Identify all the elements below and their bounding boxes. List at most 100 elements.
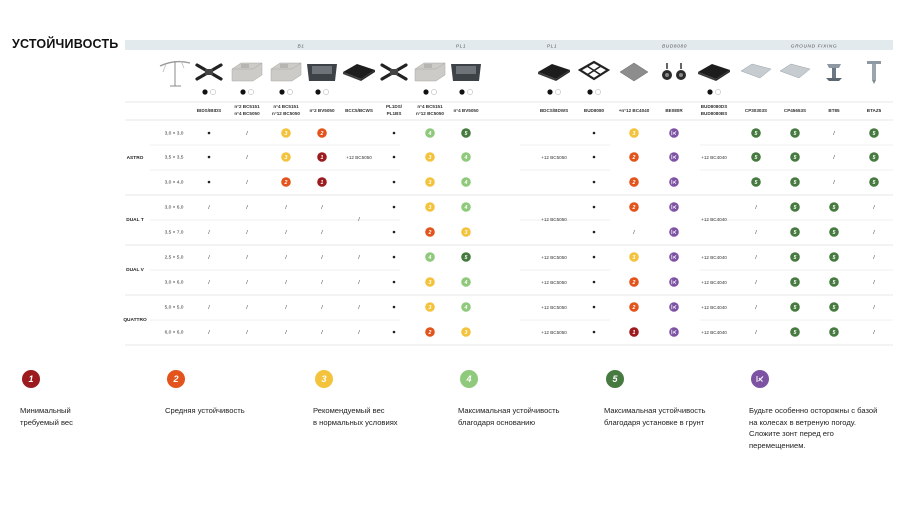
color-swatch-light[interactable] xyxy=(467,89,473,95)
legend-line: перемещением. xyxy=(749,440,806,450)
color-swatch-light[interactable] xyxy=(431,89,437,95)
not-available-mark: / xyxy=(285,255,287,261)
rating-number: 2 xyxy=(428,330,432,336)
row-size: 5,0 × 5,0 xyxy=(165,305,184,311)
legend-line: Средняя устойчивость xyxy=(165,406,245,415)
wheels-warning-badge xyxy=(669,202,679,212)
rating-number: 4 xyxy=(428,255,432,261)
wheels-warning-badge xyxy=(669,327,679,337)
column-header: BTAZ5 xyxy=(867,108,882,113)
included-dot xyxy=(207,131,211,135)
wheels-warning-badge xyxy=(669,302,679,312)
not-available-mark: / xyxy=(246,330,248,336)
legend-line: требуемый вес xyxy=(20,417,73,427)
rating-icon-3: 3 xyxy=(315,370,333,388)
group-label: GROUND FIXING xyxy=(791,44,837,50)
rating-number: 3 xyxy=(465,230,468,236)
not-available-mark: / xyxy=(321,255,323,261)
color-swatch-light[interactable] xyxy=(287,89,293,95)
color-swatch-light[interactable] xyxy=(210,89,216,95)
legend-line: Рекомендуемый вес xyxy=(313,406,385,415)
not-available-mark: / xyxy=(873,205,875,211)
not-available-mark: / xyxy=(285,230,287,236)
rating-badge-1: 1 xyxy=(317,152,327,162)
rating-badge-4: 4 xyxy=(461,277,471,287)
column-header: BCC5/BCWS xyxy=(345,108,373,113)
rating-badge-5: 5 xyxy=(790,227,800,237)
color-swatch-dark[interactable] xyxy=(240,89,246,95)
row-size: 3,0 × 3,0 xyxy=(165,131,184,137)
rating-badge-2: 2 xyxy=(629,177,639,187)
color-swatch-dark[interactable] xyxy=(547,89,553,95)
color-swatch-light[interactable] xyxy=(323,89,329,95)
cell-text: +12 BC5050 xyxy=(541,280,567,285)
rating-number: 3 xyxy=(429,205,432,211)
legend-item-3: 3 Рекомендуемый вес в нормальных условиях xyxy=(313,370,398,428)
rating-number: 5 xyxy=(794,180,797,186)
color-swatch-light[interactable] xyxy=(248,89,254,95)
rating-badge-2: 2 xyxy=(425,327,435,337)
color-swatch-dark[interactable] xyxy=(423,89,429,95)
rating-number: 4 xyxy=(464,205,468,211)
wheels-warning-badge xyxy=(669,128,679,138)
rating-number: 4 xyxy=(464,305,468,311)
legend-line: на колесах в ветреную погоду. xyxy=(749,417,856,427)
rating-badge-2: 2 xyxy=(281,177,291,187)
not-available-mark: / xyxy=(321,280,323,286)
rating-number: 5 xyxy=(873,131,876,137)
color-swatch-dark[interactable] xyxy=(587,89,593,95)
color-swatch-light[interactable] xyxy=(715,89,721,95)
color-swatch-dark[interactable] xyxy=(459,89,465,95)
rating-number: 3 xyxy=(285,131,288,137)
model-name: QUATTRO xyxy=(123,317,147,323)
not-available-mark: / xyxy=(285,205,287,211)
rating-number: 2 xyxy=(428,230,432,236)
color-swatch-light[interactable] xyxy=(595,89,601,95)
not-available-mark: / xyxy=(358,330,360,336)
rating-number: 3 xyxy=(285,155,288,161)
rating-icon-4: 4 xyxy=(460,370,478,388)
rating-badge-4: 4 xyxy=(461,177,471,187)
color-swatch-dark[interactable] xyxy=(315,89,321,95)
legend-item-1: 1 Минимальный требуемый вес xyxy=(20,370,73,428)
rating-badge-3: 3 xyxy=(425,202,435,212)
column-header: BUD8080DS xyxy=(701,104,728,109)
cross-base-icon xyxy=(195,63,223,81)
column-header: BDCS/BDWS xyxy=(540,108,568,113)
not-available-mark: / xyxy=(246,180,248,186)
rating-badge-5: 5 xyxy=(869,152,879,162)
rating-number: 4 xyxy=(464,155,468,161)
not-available-mark: / xyxy=(321,305,323,311)
column-header: CP30303S xyxy=(745,108,767,113)
color-swatch-dark[interactable] xyxy=(279,89,285,95)
rating-number: 2 xyxy=(632,155,636,161)
color-swatch-dark[interactable] xyxy=(707,89,713,95)
color-swatch-light[interactable] xyxy=(555,89,561,95)
included-dot xyxy=(392,155,396,159)
row-size: 3,5 × 7,0 xyxy=(165,230,184,236)
rating-number: 2 xyxy=(320,131,324,137)
model-name: DUAL T xyxy=(126,217,144,223)
not-available-mark: / xyxy=(358,305,360,311)
not-available-mark: / xyxy=(208,255,210,261)
not-available-mark: / xyxy=(873,330,875,336)
rating-badge-4: 4 xyxy=(425,128,435,138)
not-available-mark: / xyxy=(246,205,248,211)
rating-badge-2: 2 xyxy=(629,302,639,312)
not-available-mark: / xyxy=(873,305,875,311)
color-swatch-dark[interactable] xyxy=(202,89,208,95)
not-available-mark: / xyxy=(208,230,210,236)
legend-line: благодаря основанию xyxy=(458,417,536,427)
rating-number: 4 xyxy=(428,131,432,137)
umbrella-icon xyxy=(159,60,191,87)
rating-number: 5 xyxy=(833,230,836,236)
cell-text: +12 BC4040 xyxy=(701,280,727,285)
rating-badge-5: 5 xyxy=(829,202,839,212)
rating-badge-5: 5 xyxy=(790,277,800,287)
column-header: PL1BS xyxy=(387,111,402,116)
wheels-warning-badge xyxy=(669,252,679,262)
included-dot xyxy=(392,305,396,309)
not-available-mark: / xyxy=(285,305,287,311)
